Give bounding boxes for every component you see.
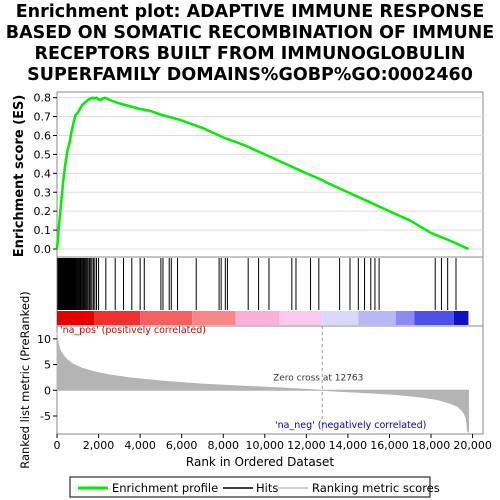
metric-y-tick-label: 10 bbox=[37, 333, 51, 346]
ranking-metric-area bbox=[56, 332, 469, 434]
es-y-tick-label: 0.2 bbox=[34, 205, 52, 218]
title-line: Enrichment plot: ADAPTIVE IMMUNE RESPONS… bbox=[15, 2, 485, 22]
rank-colorbar bbox=[57, 311, 469, 325]
x-axis-label: Rank in Ordered Dataset bbox=[186, 455, 334, 469]
colorbar-segment bbox=[395, 311, 415, 325]
x-tick-label: 2,000 bbox=[83, 439, 115, 452]
colorbar-segment bbox=[140, 311, 193, 325]
x-tick-label: 0 bbox=[54, 439, 61, 452]
metric-y-tick-label: 0 bbox=[44, 384, 51, 397]
metric-y-tick-label: 5 bbox=[44, 359, 51, 372]
metric-panel: Zero cross at 12763 'na_pos' (positively… bbox=[18, 291, 492, 469]
x-tick-label: 4,000 bbox=[124, 439, 156, 452]
es-panel: 0.0 0.1 0.2 0.3 0.4 0.5 0.6 0.7 0.8 Enrichment s… bbox=[12, 91, 484, 258]
hit-markers bbox=[57, 258, 457, 310]
colorbar-segment bbox=[414, 311, 454, 325]
chart-title: Enrichment plot: ADAPTIVE IMMUNE RESPONS… bbox=[0, 2, 500, 86]
legend-label-hits: Hits bbox=[256, 481, 278, 495]
x-ticks: 0 2,000 4,000 6,000 8,000 10,000 12,000 14,000 1… bbox=[54, 434, 492, 452]
x-tick-label: 12,000 bbox=[287, 439, 326, 452]
es-y-tick-label: 0.8 bbox=[34, 92, 52, 105]
hits-panel bbox=[56, 256, 484, 327]
zero-cross-label: Zero cross at 12763 bbox=[273, 373, 363, 383]
x-tick-label: 20,000 bbox=[453, 439, 492, 452]
colorbar-segment bbox=[358, 311, 396, 325]
es-y-tick-label: 0.1 bbox=[34, 224, 52, 237]
title-line: RECEPTORS BUILT FROM IMMUNOGLOBULIN bbox=[34, 44, 466, 64]
colorbar-segment bbox=[57, 311, 95, 325]
legend: Enrichment profile Hits Ranking metric s… bbox=[69, 476, 440, 498]
colorbar-segment bbox=[279, 311, 323, 325]
es-y-tick-label: 0.5 bbox=[34, 148, 52, 161]
x-tick-label: 16,000 bbox=[370, 439, 409, 452]
title-line: BASED ON SOMATIC RECOMBINATION OF IMMUNE bbox=[5, 23, 495, 43]
colorbar-segment bbox=[192, 311, 236, 325]
es-y-tick-label: 0.4 bbox=[34, 167, 52, 180]
legend-label-enrichment: Enrichment profile bbox=[112, 481, 218, 495]
es-y-tick-label: 0.7 bbox=[34, 111, 52, 124]
es-y-tick-label: 0.3 bbox=[34, 186, 52, 199]
x-tick-label: 6,000 bbox=[166, 439, 198, 452]
legend-label-ranking: Ranking metric scores bbox=[312, 481, 440, 495]
colorbar-segment bbox=[94, 311, 141, 325]
metric-y-axis-label: Ranked list metric (PreRanked) bbox=[18, 291, 32, 469]
colorbar-segment bbox=[235, 311, 280, 325]
neg-correlated-label: 'na_neg' (negatively correlated) bbox=[275, 420, 426, 431]
x-tick-label: 8,000 bbox=[207, 439, 239, 452]
colorbar-segment bbox=[322, 311, 359, 325]
legend-box bbox=[69, 476, 431, 498]
metric-y-tick-label: -5 bbox=[40, 410, 51, 423]
enrichment-profile-line bbox=[55, 96, 470, 251]
x-tick-label: 10,000 bbox=[246, 439, 285, 452]
x-tick-label: 14,000 bbox=[329, 439, 368, 452]
es-y-axis-label: Enrichment score (ES) bbox=[12, 95, 27, 258]
es-y-tick-label: 0.6 bbox=[34, 130, 52, 143]
pos-correlated-label: 'na_pos' (positively correlated) bbox=[60, 325, 206, 336]
metric-y-ticks: -5 0 5 10 bbox=[37, 333, 57, 423]
es-y-ticks: 0.0 0.1 0.2 0.3 0.4 0.5 0.6 0.7 0.8 bbox=[34, 92, 57, 256]
colorbar-segment bbox=[453, 311, 469, 325]
es-y-tick-label: 0.0 bbox=[34, 243, 52, 256]
title-line: SUPERFAMILY DOMAINS%GOBP%GO:0002460 bbox=[27, 65, 473, 85]
x-tick-label: 18,000 bbox=[412, 439, 451, 452]
es-gridlines bbox=[57, 97, 483, 250]
